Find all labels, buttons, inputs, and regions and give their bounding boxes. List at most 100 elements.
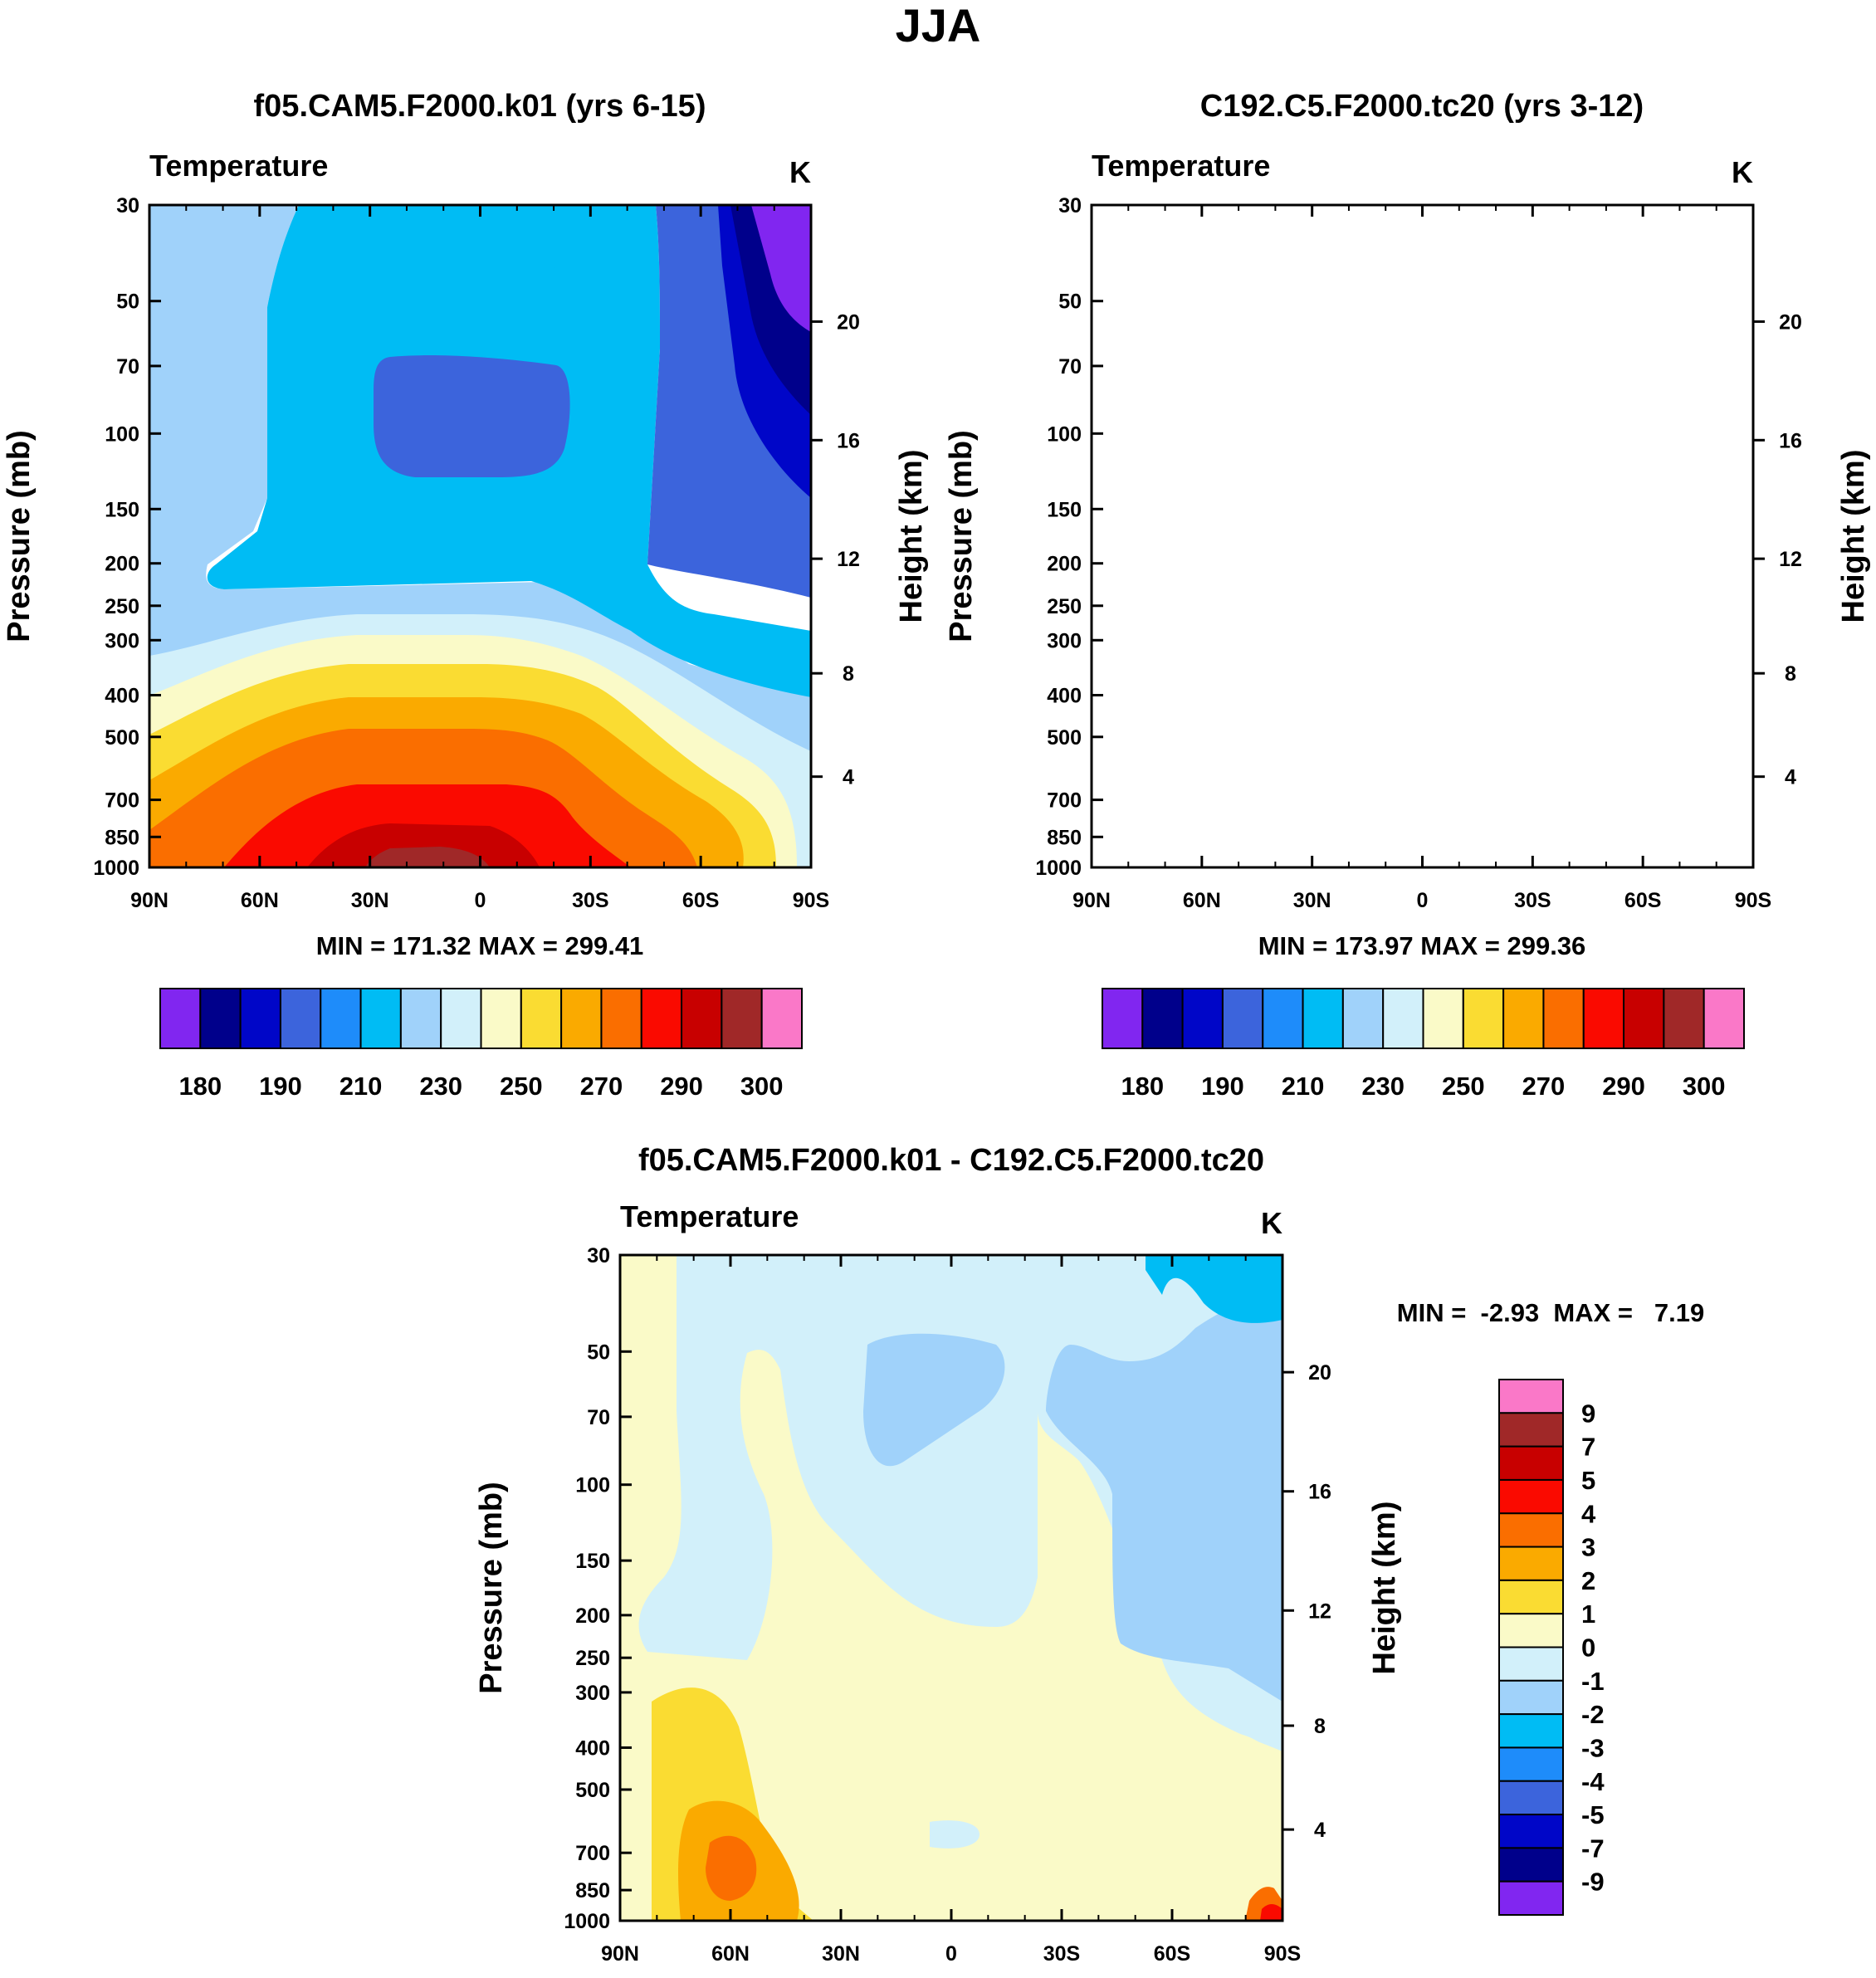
panel-c-title: f05.CAM5.F2000.k01 - C192.C5.F2000.tc20 bbox=[638, 1143, 1264, 1178]
panel-c-units-label: K bbox=[1261, 1206, 1282, 1240]
y-tick-label: 850 bbox=[575, 1879, 610, 1902]
colorbar-swatch bbox=[1498, 1847, 1564, 1883]
colorbar-label: 250 bbox=[500, 1072, 543, 1101]
y-tick-label: 100 bbox=[575, 1474, 610, 1497]
y-tick-label: 50 bbox=[1058, 291, 1082, 314]
y-tick-label: 700 bbox=[105, 789, 139, 813]
y-tick-label: 70 bbox=[587, 1406, 610, 1429]
colorbar-label: 0 bbox=[1581, 1634, 1595, 1663]
panel-c-y2label: Height (km) bbox=[1367, 1502, 1402, 1675]
colorbar-label: 270 bbox=[1522, 1072, 1566, 1101]
colorbar-swatch bbox=[440, 988, 482, 1049]
x-tick-label: 90S bbox=[1264, 1942, 1301, 1966]
colorbar-swatch bbox=[1498, 1814, 1564, 1849]
y2-tick-label: 20 bbox=[1779, 310, 1802, 334]
colorbar-label: -2 bbox=[1581, 1700, 1605, 1729]
colorbar-swatch bbox=[1181, 988, 1224, 1049]
panel-a-contour-field bbox=[149, 205, 811, 867]
y2-tick-label: 4 bbox=[1314, 1819, 1326, 1842]
colorbar-label: 5 bbox=[1581, 1466, 1595, 1495]
x-tick-label: 60N bbox=[241, 889, 279, 912]
x-tick-label: 30N bbox=[351, 889, 389, 912]
y2-tick-label: 20 bbox=[1308, 1361, 1331, 1385]
colorbar-label: 210 bbox=[340, 1072, 383, 1101]
colorbar-label: 230 bbox=[419, 1072, 462, 1101]
panel-b: C192.C5.F2000.tc20 (yrs 3-12) Temperatur… bbox=[944, 89, 1871, 1101]
colorbar-label: -7 bbox=[1581, 1834, 1605, 1863]
colorbar-label: 290 bbox=[1602, 1072, 1645, 1101]
x-tick-label: 60N bbox=[711, 1942, 750, 1966]
colorbar-swatch bbox=[1102, 988, 1144, 1049]
colorbar-swatch bbox=[399, 988, 442, 1049]
y-tick-label: 850 bbox=[105, 826, 139, 849]
colorbar-swatch bbox=[640, 988, 683, 1049]
x-tick-label: 0 bbox=[1417, 889, 1429, 912]
colorbar-label: 250 bbox=[1442, 1072, 1485, 1101]
panel-b-plot-frame bbox=[1090, 203, 1755, 869]
colorbar-label: -9 bbox=[1581, 1868, 1605, 1897]
colorbar-swatch bbox=[199, 988, 242, 1049]
y-tick-label: 850 bbox=[1047, 826, 1082, 849]
y-tick-label: 1000 bbox=[1035, 857, 1082, 880]
colorbar-swatch bbox=[239, 988, 281, 1049]
panel-a: f05.CAM5.F2000.k01 (yrs 6-15) Temperatur… bbox=[2, 89, 929, 1101]
colorbar-swatch bbox=[1663, 988, 1705, 1049]
y-tick-label: 1000 bbox=[564, 1910, 610, 1933]
colorbar-swatch bbox=[1498, 1579, 1564, 1615]
colorbar-swatch bbox=[760, 988, 803, 1049]
colorbar-swatch bbox=[1302, 988, 1344, 1049]
colorbar-swatch bbox=[1542, 988, 1585, 1049]
colorbar-label: -5 bbox=[1581, 1800, 1605, 1829]
colorbar-swatch bbox=[1498, 1412, 1564, 1448]
x-tick-label: 60S bbox=[1154, 1942, 1190, 1966]
y-tick-label: 50 bbox=[587, 1341, 610, 1364]
x-tick-label: 90N bbox=[601, 1942, 639, 1966]
y2-tick-label: 16 bbox=[837, 429, 860, 452]
y-tick-label: 200 bbox=[105, 553, 139, 576]
colorbar-swatch bbox=[159, 988, 202, 1049]
x-tick-label: 60S bbox=[682, 889, 719, 912]
x-tick-label: 30S bbox=[1514, 889, 1551, 912]
y-tick-label: 200 bbox=[1047, 553, 1082, 576]
panel-a-title: f05.CAM5.F2000.k01 (yrs 6-15) bbox=[254, 89, 706, 124]
colorbar-swatch bbox=[279, 988, 322, 1049]
panel-b-title: C192.C5.F2000.tc20 (yrs 3-12) bbox=[1200, 89, 1644, 124]
y-tick-label: 70 bbox=[116, 355, 139, 379]
colorbar-label: 210 bbox=[1282, 1072, 1325, 1101]
colorbar-label: 300 bbox=[740, 1072, 784, 1101]
x-tick-label: 90S bbox=[1735, 889, 1771, 912]
y-tick-label: 30 bbox=[116, 194, 139, 217]
colorbar-swatch bbox=[1498, 1512, 1564, 1548]
y2-tick-label: 8 bbox=[1785, 662, 1796, 686]
colorbar-label: 3 bbox=[1581, 1533, 1595, 1562]
y2-tick-label: 4 bbox=[1785, 766, 1796, 789]
colorbar-swatch bbox=[1498, 1746, 1564, 1782]
colorbar-swatch bbox=[359, 988, 402, 1049]
colorbar-swatch bbox=[1382, 988, 1424, 1049]
y2-tick-label: 8 bbox=[1314, 1715, 1326, 1738]
x-tick-label: 30S bbox=[1043, 1942, 1080, 1966]
x-tick-label: 90S bbox=[793, 889, 829, 912]
colorbar-swatch bbox=[1498, 1379, 1564, 1414]
y-tick-label: 1000 bbox=[93, 857, 139, 880]
colorbar-swatch bbox=[1703, 988, 1745, 1049]
colorbar-swatch bbox=[1498, 1679, 1564, 1716]
colorbar-label: -4 bbox=[1581, 1767, 1605, 1796]
colorbar-swatch bbox=[320, 988, 362, 1049]
y-tick-label: 250 bbox=[575, 1647, 610, 1670]
y-tick-label: 300 bbox=[575, 1682, 610, 1705]
colorbar-swatch bbox=[1498, 1646, 1564, 1682]
figure-title: JJA bbox=[896, 0, 981, 51]
panel-c: f05.CAM5.F2000.k01 - C192.C5.F2000.tc20 … bbox=[474, 1143, 1704, 1966]
panel-a-left-label: Temperature bbox=[149, 149, 328, 183]
y2-tick-label: 16 bbox=[1308, 1481, 1331, 1504]
y-tick-label: 30 bbox=[1058, 194, 1082, 217]
y-tick-label: 250 bbox=[105, 595, 139, 618]
colorbar-swatch bbox=[1341, 988, 1385, 1049]
colorbar-swatch bbox=[1262, 988, 1304, 1049]
colorbar-swatch bbox=[1462, 988, 1505, 1049]
colorbar-label: 230 bbox=[1361, 1072, 1405, 1101]
y2-tick-label: 20 bbox=[837, 310, 860, 334]
colorbar-swatch bbox=[1498, 1880, 1564, 1916]
colorbar-swatch bbox=[1141, 988, 1184, 1049]
